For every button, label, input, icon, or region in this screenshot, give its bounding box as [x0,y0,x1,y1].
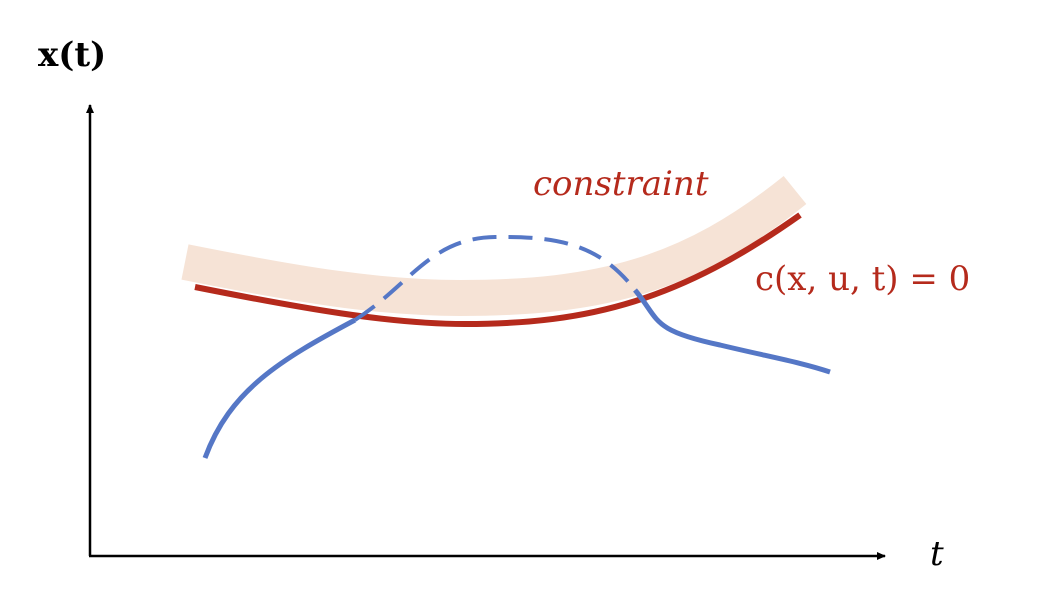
y-axis-label: x(t) [38,35,106,75]
trajectory-violation [353,234,637,322]
constraint-label: constraint [533,164,709,204]
x-axis-label: t [930,534,944,574]
constraint-equation: c(x, u, t) = 0 [755,259,970,299]
constraint-line [194,212,802,328]
trajectory-solid [202,317,357,459]
trajectory-solid [633,288,831,375]
constraint-band [181,176,807,317]
